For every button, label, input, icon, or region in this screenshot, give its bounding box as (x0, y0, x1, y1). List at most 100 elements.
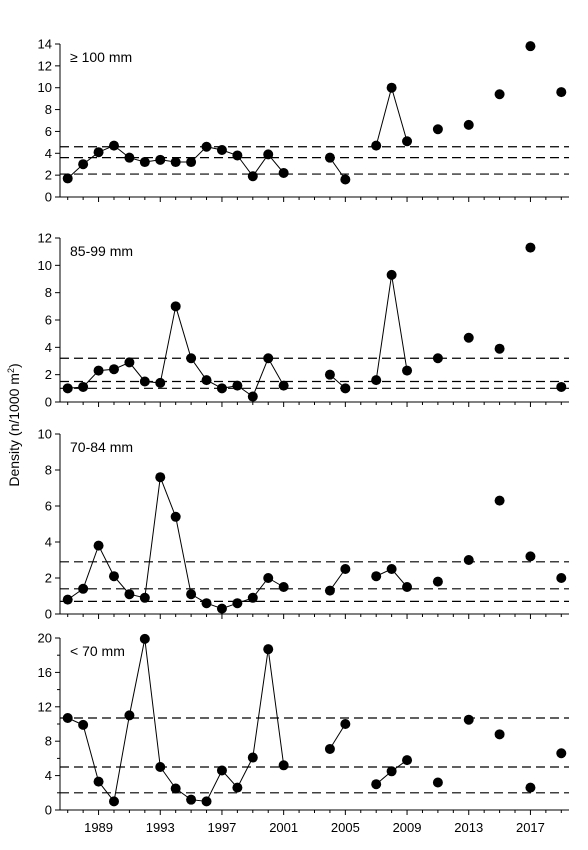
data-point (278, 760, 289, 771)
data-point (556, 748, 567, 759)
data-point (556, 573, 567, 583)
x-tick-label: 2009 (393, 820, 422, 835)
data-point (402, 136, 413, 147)
data-point (324, 369, 335, 380)
data-point (155, 154, 166, 165)
data-point (108, 364, 119, 375)
data-point (494, 343, 505, 354)
data-point (124, 710, 135, 721)
panel-4: 0 4 8 12 16 20 1989 1993 1997 2001 2005 2009 2013 201… (38, 631, 569, 835)
data-point (278, 380, 289, 391)
data-point (263, 353, 274, 364)
y-tick-label: 4 (45, 340, 52, 355)
data-point (216, 145, 227, 156)
data-point (402, 365, 413, 376)
data-point (170, 511, 181, 522)
data-point (432, 777, 443, 788)
data-point (201, 598, 212, 609)
data-point (155, 472, 166, 483)
y-tick-label: 8 (45, 463, 52, 478)
panel-label: < 70 mm (70, 643, 125, 659)
data-point (62, 712, 73, 723)
y-tick-label: 8 (45, 285, 52, 300)
y-tick-label: 20 (38, 631, 52, 646)
data-point (170, 157, 181, 168)
data-point (494, 89, 505, 100)
panel-label: ≥ 100 mm (70, 49, 132, 65)
series-line (67, 306, 285, 398)
data-point (155, 762, 166, 772)
data-point (170, 783, 181, 794)
data-point (139, 157, 150, 168)
y-tick-label: 6 (45, 124, 52, 139)
data-point (386, 82, 397, 93)
x-tick-label: 2017 (516, 820, 545, 835)
data-point (93, 776, 104, 787)
series-line (375, 85, 408, 146)
data-point (124, 357, 135, 368)
data-point (324, 152, 335, 163)
data-point (78, 719, 89, 730)
x-tick-label: 2001 (269, 820, 298, 835)
y-tick-label: 14 (38, 37, 52, 52)
data-point (263, 573, 274, 583)
y-tick-label: 10 (38, 427, 52, 442)
data-point (371, 779, 382, 790)
y-tick-label: 10 (38, 80, 52, 95)
panel-3: 0 2 4 6 8 10 70-84 mm (38, 427, 569, 622)
data-point (340, 174, 351, 185)
data-point (62, 594, 73, 605)
data-point (186, 794, 197, 805)
y-tick-label: 0 (45, 395, 52, 410)
data-point (247, 592, 258, 603)
data-point (525, 41, 536, 52)
data-point (62, 173, 73, 184)
data-point (463, 332, 474, 343)
data-point (402, 582, 413, 592)
y-tick-label: 12 (38, 699, 52, 714)
data-point (201, 141, 212, 152)
x-tick-label: 1997 (207, 820, 236, 835)
data-point (371, 375, 382, 386)
x-tick-label: 2005 (331, 820, 360, 835)
data-point (247, 391, 258, 402)
data-point (170, 301, 181, 312)
data-point (216, 603, 227, 614)
y-tick-label: 10 (38, 258, 52, 273)
panel-label: 70-84 mm (70, 439, 133, 455)
data-point (525, 782, 536, 793)
data-point (216, 765, 227, 776)
y-tick-label: 6 (45, 499, 52, 514)
data-point (263, 644, 274, 655)
data-point (525, 242, 536, 253)
data-point (371, 571, 382, 582)
data-point (139, 376, 150, 387)
y-tick-label: 12 (38, 58, 52, 73)
data-point (232, 782, 243, 793)
x-tick-label: 1989 (84, 820, 113, 835)
data-point (93, 365, 104, 376)
data-point (278, 167, 289, 178)
data-point (78, 381, 89, 392)
data-point (62, 383, 73, 394)
y-tick-label: 4 (45, 768, 52, 783)
data-point (186, 589, 197, 600)
data-point (93, 147, 104, 158)
data-point (525, 551, 536, 562)
data-point (494, 495, 505, 506)
data-point (108, 140, 119, 151)
panel-2: 0 2 4 6 8 10 12 85-99 mm (38, 231, 569, 410)
data-point (232, 150, 243, 161)
y-tick-label: 8 (45, 734, 52, 749)
y-tick-label: 0 (45, 803, 52, 818)
data-point (201, 796, 212, 807)
data-point (386, 269, 397, 280)
data-point (386, 564, 397, 574)
y-axis-label: Density (n/1000 m2) (6, 363, 22, 486)
y-tick-label: 16 (38, 665, 52, 680)
data-point (432, 576, 443, 587)
data-point (78, 159, 89, 170)
data-point (432, 353, 443, 364)
data-point (263, 149, 274, 160)
